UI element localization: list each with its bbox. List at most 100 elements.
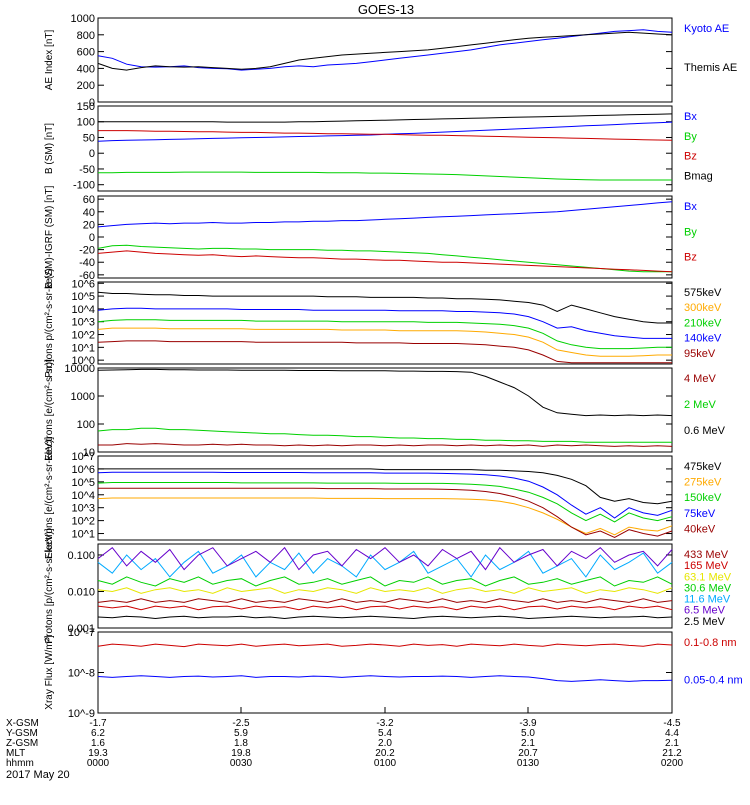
y-tick-label: 10^5 — [71, 477, 95, 489]
x-row-value: 20.2 — [375, 748, 395, 759]
y-tick-label: 150 — [77, 101, 95, 113]
series-line — [98, 171, 672, 181]
series-line — [97, 327, 672, 357]
panel-4: 10 100 1000 10000 Electrons [e/(cm²-s-sr)] 4 … — [44, 359, 726, 461]
legend-entry: Kyoto AE — [684, 23, 729, 35]
series-line — [97, 250, 673, 273]
x-row-value: 5.4 — [378, 728, 392, 739]
panel-frame — [97, 17, 673, 103]
y-tick-label: 20 — [83, 219, 95, 231]
legend-entry: 2.5 MeV — [684, 616, 726, 628]
y-tick-label: 10^1 — [71, 342, 95, 354]
y-tick-label: 100 — [77, 117, 95, 129]
x-row-value: 4.4 — [665, 728, 679, 739]
x-row-value: -4.5 — [663, 718, 681, 729]
legend-entry: Bmag — [684, 170, 713, 182]
y-tick-label: -60 — [79, 270, 95, 282]
y-tick-label: 0 — [89, 148, 95, 160]
panel-7: 10^-9 10^-8 10^-7 Xray Flux [W/m²] 0.1-0.8 n… — [44, 627, 743, 720]
legend-entry: 95keV — [684, 348, 716, 360]
x-row-value: 21.2 — [662, 748, 682, 759]
x-row-value: 2.0 — [378, 738, 392, 749]
series-line — [97, 307, 672, 339]
legend-entry: By — [684, 131, 697, 143]
panel-frame — [97, 455, 673, 541]
series-line — [97, 427, 672, 443]
y-tick-label: 60 — [83, 194, 95, 206]
legend-entry: 6.5 MeV — [684, 605, 726, 617]
series-line — [97, 576, 673, 587]
y-tick-label: -20 — [79, 245, 95, 257]
series-line — [97, 368, 673, 417]
panel-5: 10^110^210^310^410^510^610^7 Electrons [e… — [44, 437, 722, 559]
legend-entry: 4 MeV — [684, 373, 716, 385]
y-tick-label: 10^4 — [71, 304, 95, 316]
legend-entry: Bx — [684, 111, 697, 123]
panel-3: 10^010^110^210^310^410^510^6 Protons p/(c… — [44, 268, 722, 377]
x-row-label: X-GSM — [6, 718, 39, 729]
legend-entry: 11.6 MeV — [684, 594, 731, 606]
series-line — [98, 113, 673, 123]
x-row-value: 19.8 — [231, 748, 251, 759]
x-row-label: hhmm — [6, 758, 34, 769]
series-line — [97, 244, 672, 273]
series-line — [98, 487, 673, 538]
legend-entry: 30.6 MeV — [684, 582, 732, 594]
series-line — [97, 643, 673, 648]
y-tick-label: 10^4 — [71, 490, 95, 502]
series-line — [97, 340, 672, 364]
x-row-value: 0200 — [661, 758, 684, 769]
y-tick-label: 10^0 — [71, 355, 95, 367]
y-axis-label: B (SM) [nT] — [44, 123, 55, 174]
x-row-value: 1.8 — [234, 738, 248, 749]
legend-entry: 433 MeV — [684, 549, 729, 561]
y-tick-label: 10 — [83, 447, 95, 459]
legend-entry: 575keV — [684, 287, 722, 299]
legend-entry: 0.05-0.4 nm — [684, 675, 743, 687]
x-row-label: MLT — [6, 748, 25, 759]
legend-entry: 165 MeV — [684, 560, 729, 572]
y-tick-label: 10^7 — [71, 451, 95, 463]
x-row-value: 0130 — [517, 758, 540, 769]
legend-entry: 63.1 MeV — [684, 571, 732, 583]
panel-6: 0.001 0.010 0.100 Protons [p/(cm²-s-sr-keV)… — [44, 528, 732, 643]
legend-entry: Bx — [684, 201, 697, 213]
y-tick-label: 50 — [83, 132, 95, 144]
x-row-value: 0030 — [230, 758, 253, 769]
date-label: 2017 May 20 — [6, 769, 70, 781]
y-tick-label: 400 — [77, 63, 95, 75]
series-line — [98, 443, 673, 447]
y-tick-label: 10^5 — [71, 291, 95, 303]
series-line — [98, 130, 673, 141]
y-tick-label: 10^3 — [71, 317, 95, 329]
legend-entry: Bz — [684, 252, 697, 264]
x-row-value: 1.6 — [91, 738, 105, 749]
x-row-value: 0100 — [374, 758, 397, 769]
series-line — [97, 291, 672, 324]
y-axis-label: Electrons [e/(cm²-s-sr)] — [44, 359, 55, 461]
y-tick-label: 40 — [83, 207, 95, 219]
y-tick-label: 10^-9 — [68, 708, 95, 720]
y-tick-label: 1000 — [71, 391, 95, 403]
legend-entry: 300keV — [684, 302, 722, 314]
legend-entry: 140keV — [684, 333, 722, 345]
y-axis-label: AE Index [nT] — [44, 29, 55, 90]
y-tick-label: 1000 — [71, 13, 95, 25]
y-tick-label: 10^6 — [71, 464, 95, 476]
legend-entry: By — [684, 226, 697, 238]
legend-entry: 75keV — [684, 508, 716, 520]
y-tick-label: 10000 — [64, 363, 95, 375]
series-line — [97, 587, 673, 594]
y-axis-label: Protons [p/(cm²-s-sr-keV)] — [44, 528, 55, 643]
series-line — [97, 319, 672, 350]
x-row-value: 19.3 — [88, 748, 108, 759]
x-row-value: 2.1 — [521, 738, 535, 749]
x-row-value: -1.7 — [89, 718, 107, 729]
y-tick-label: 10^6 — [71, 278, 95, 290]
x-row-value: 6.2 — [91, 728, 105, 739]
legend-entry: 275keV — [684, 477, 722, 489]
legend-entry: Themis AE — [684, 62, 737, 74]
y-tick-label: -100 — [73, 180, 95, 192]
